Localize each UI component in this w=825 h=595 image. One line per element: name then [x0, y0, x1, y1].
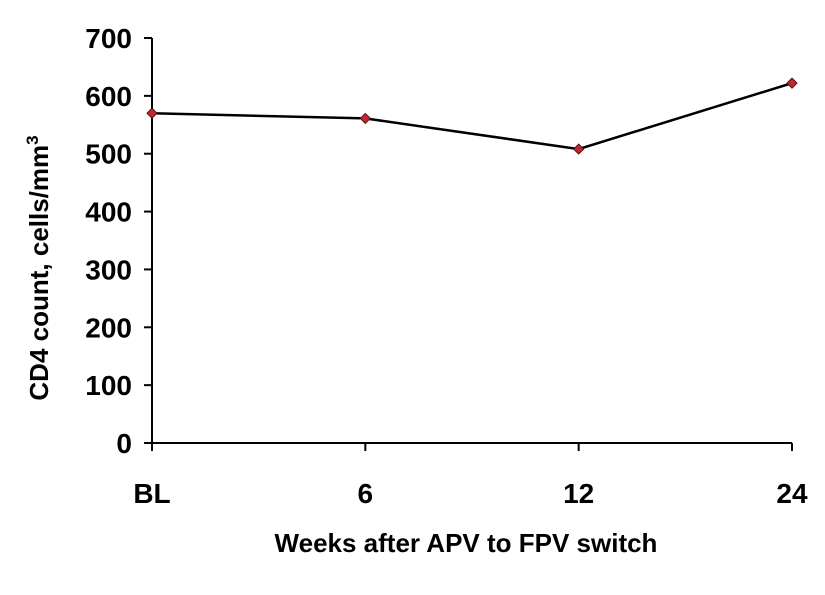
- series-line: [151, 81, 793, 151]
- x-tick-label: 6: [358, 478, 374, 509]
- data-point-marker: [572, 143, 585, 155]
- x-axis-ticks: BL 6 12 24: [133, 443, 808, 509]
- x-tick-label: BL: [133, 478, 170, 509]
- y-axis-title-text: CD4 count, cells/mm: [24, 145, 54, 401]
- y-tick-label: 0: [116, 428, 132, 459]
- x-axis-title: Weeks after APV to FPV switch: [275, 528, 658, 558]
- data-point-marker: [146, 107, 158, 119]
- y-tick-label: 100: [85, 370, 132, 401]
- x-tick-label: 12: [563, 478, 594, 509]
- data-point-marker: [359, 112, 372, 125]
- y-tick-label: 500: [85, 139, 132, 170]
- y-axis-title-superscript: 3: [23, 135, 42, 144]
- y-tick-label: 400: [85, 197, 132, 228]
- y-tick-label: 200: [85, 312, 132, 343]
- y-axis-title: CD4 count, cells/mm3: [23, 135, 54, 400]
- y-tick-label: 600: [85, 81, 132, 112]
- data-point-marker: [786, 77, 798, 89]
- y-tick-label: 700: [85, 23, 132, 54]
- y-axis-ticks: 0 100 200 300 400 500 600 700: [85, 23, 152, 459]
- x-tick-label: 24: [776, 478, 808, 509]
- y-tick-label: 300: [85, 254, 132, 285]
- series-markers: [146, 77, 798, 155]
